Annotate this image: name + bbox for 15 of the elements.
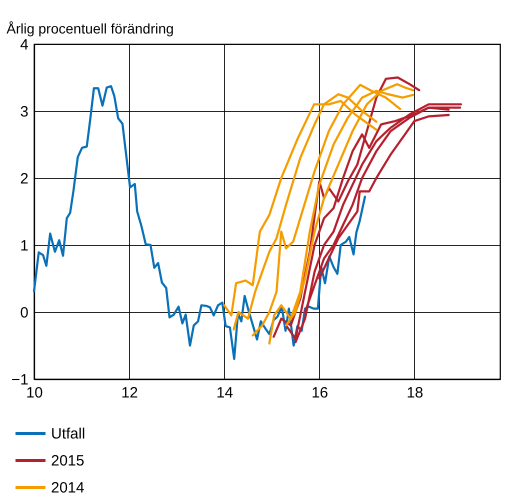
legend-label: Utfall [51,426,86,442]
y-tick-label: 3 [20,104,28,120]
y-tick-label: −1 [11,372,28,388]
x-tick-label: 18 [406,384,424,402]
y-tick-label: 0 [20,304,28,322]
y-tick-label: 2 [20,170,28,188]
y-tick-label: 4 [20,36,28,54]
x-tick-label: 14 [216,384,234,402]
legend-label: 2015 [51,452,84,470]
x-tick-label: 16 [311,384,328,402]
y-tick-label: 1 [20,238,28,254]
x-tick-label: 12 [121,384,138,402]
y-axis-title: Årlig procentuell förändring [6,20,174,36]
x-tick-label: 10 [26,384,43,402]
legend-label: 2014 [51,480,84,493]
